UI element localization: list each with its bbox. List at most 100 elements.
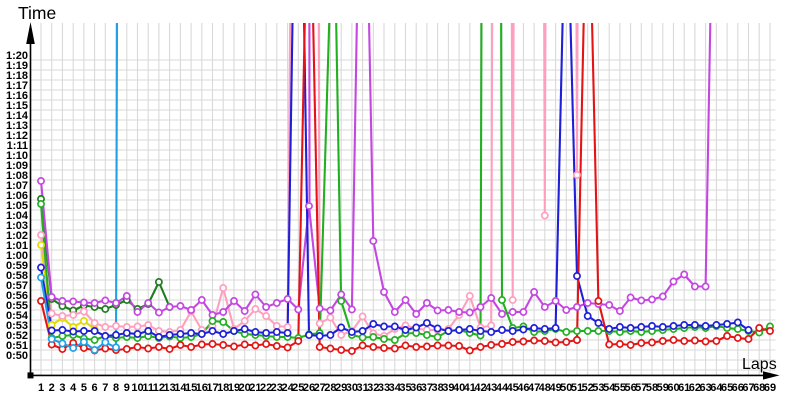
svg-text:58: 58 — [646, 382, 658, 394]
svg-text:38: 38 — [431, 382, 443, 394]
svg-text:61: 61 — [678, 382, 690, 394]
svg-text:2: 2 — [49, 382, 55, 394]
svg-text:56: 56 — [624, 382, 636, 394]
svg-text:55: 55 — [614, 382, 626, 394]
svg-text:1:04: 1:04 — [6, 210, 29, 222]
svg-text:1:15: 1:15 — [6, 100, 28, 112]
svg-text:1:10: 1:10 — [6, 150, 28, 162]
svg-text:1:06: 1:06 — [6, 190, 28, 202]
svg-text:15: 15 — [185, 382, 197, 394]
svg-text:0:55: 0:55 — [6, 300, 28, 312]
svg-text:62: 62 — [689, 382, 701, 394]
svg-text:67: 67 — [742, 382, 754, 394]
svg-text:12: 12 — [153, 382, 165, 394]
svg-text:11: 11 — [142, 382, 154, 394]
svg-text:1:11: 1:11 — [7, 140, 28, 152]
svg-text:1:16: 1:16 — [6, 90, 28, 102]
svg-text:21: 21 — [249, 382, 261, 394]
svg-text:49: 49 — [549, 382, 561, 394]
svg-text:1:02: 1:02 — [6, 230, 28, 242]
svg-text:29: 29 — [335, 382, 347, 394]
svg-text:1:14: 1:14 — [6, 110, 29, 122]
svg-text:1:13: 1:13 — [6, 120, 28, 132]
svg-text:1:00: 1:00 — [6, 250, 28, 262]
svg-text:26: 26 — [303, 382, 315, 394]
svg-text:19: 19 — [228, 382, 240, 394]
svg-text:1: 1 — [38, 382, 44, 394]
svg-text:1:05: 1:05 — [6, 200, 28, 212]
svg-text:24: 24 — [281, 382, 294, 394]
svg-text:4: 4 — [70, 382, 77, 394]
svg-text:59: 59 — [657, 382, 669, 394]
svg-text:69: 69 — [764, 382, 776, 394]
svg-text:54: 54 — [603, 382, 616, 394]
svg-text:1:19: 1:19 — [6, 60, 28, 72]
svg-text:63: 63 — [699, 382, 711, 394]
svg-text:36: 36 — [410, 382, 422, 394]
svg-text:53: 53 — [592, 382, 604, 394]
svg-text:65: 65 — [721, 382, 733, 394]
svg-text:9: 9 — [124, 382, 130, 394]
svg-text:41: 41 — [464, 382, 476, 394]
svg-text:1:01: 1:01 — [6, 240, 28, 252]
svg-text:0:58: 0:58 — [6, 270, 28, 282]
svg-text:0:56: 0:56 — [6, 290, 28, 302]
svg-text:68: 68 — [753, 382, 765, 394]
svg-text:46: 46 — [517, 382, 529, 394]
svg-text:31: 31 — [356, 382, 368, 394]
svg-text:0:57: 0:57 — [6, 280, 28, 292]
svg-text:13: 13 — [163, 382, 175, 394]
svg-text:28: 28 — [324, 382, 336, 394]
svg-text:0:50: 0:50 — [6, 350, 28, 362]
svg-text:0:52: 0:52 — [6, 330, 28, 342]
svg-text:5: 5 — [81, 382, 87, 394]
svg-text:0:59: 0:59 — [6, 260, 28, 272]
svg-text:43: 43 — [485, 382, 497, 394]
svg-text:47: 47 — [528, 382, 540, 394]
svg-text:30: 30 — [346, 382, 358, 394]
svg-text:52: 52 — [582, 382, 594, 394]
svg-text:3: 3 — [59, 382, 65, 394]
svg-text:51: 51 — [571, 382, 583, 394]
svg-text:50: 50 — [560, 382, 572, 394]
svg-text:0:53: 0:53 — [6, 320, 28, 332]
svg-text:37: 37 — [421, 382, 433, 394]
svg-text:66: 66 — [732, 382, 744, 394]
svg-text:1:17: 1:17 — [6, 80, 28, 92]
svg-text:48: 48 — [539, 382, 551, 394]
svg-text:17: 17 — [206, 382, 218, 394]
svg-text:0:54: 0:54 — [6, 310, 29, 322]
svg-text:10: 10 — [131, 382, 143, 394]
svg-text:25: 25 — [292, 382, 304, 394]
svg-text:60: 60 — [667, 382, 679, 394]
svg-text:Laps: Laps — [742, 356, 777, 373]
svg-text:0:51: 0:51 — [6, 340, 28, 352]
svg-text:22: 22 — [260, 382, 272, 394]
svg-text:18: 18 — [217, 382, 229, 394]
svg-text:45: 45 — [507, 382, 519, 394]
svg-text:1:08: 1:08 — [6, 170, 28, 182]
svg-text:20: 20 — [239, 382, 251, 394]
svg-text:1:07: 1:07 — [6, 180, 28, 192]
svg-text:14: 14 — [174, 382, 187, 394]
svg-text:8: 8 — [113, 382, 119, 394]
svg-text:1:09: 1:09 — [6, 160, 28, 172]
svg-text:35: 35 — [399, 382, 411, 394]
svg-text:7: 7 — [102, 382, 108, 394]
svg-text:27: 27 — [314, 382, 326, 394]
svg-text:1:12: 1:12 — [6, 130, 28, 142]
svg-text:6: 6 — [92, 382, 98, 394]
svg-text:Time: Time — [18, 3, 56, 23]
svg-text:44: 44 — [496, 382, 509, 394]
svg-text:64: 64 — [710, 382, 723, 394]
svg-text:1:03: 1:03 — [6, 220, 28, 232]
svg-text:42: 42 — [474, 382, 486, 394]
svg-text:33: 33 — [378, 382, 390, 394]
svg-text:40: 40 — [453, 382, 465, 394]
svg-text:16: 16 — [196, 382, 208, 394]
svg-text:1:18: 1:18 — [6, 70, 28, 82]
svg-text:57: 57 — [635, 382, 647, 394]
svg-text:39: 39 — [442, 382, 454, 394]
svg-text:32: 32 — [367, 382, 379, 394]
svg-text:34: 34 — [389, 382, 402, 394]
